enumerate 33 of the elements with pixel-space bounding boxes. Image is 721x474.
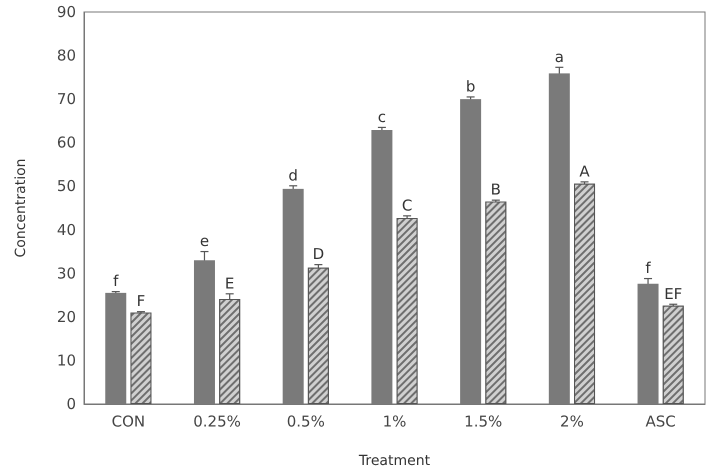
x-tick-label: 1% (382, 412, 406, 430)
y-tick-label: 60 (56, 134, 76, 152)
x-axis-title: Treatment (358, 453, 431, 469)
x-tick-label: 0.5% (286, 412, 325, 430)
x-tick-label: ASC (646, 412, 676, 430)
data-label: a (554, 48, 564, 66)
data-label: A (579, 162, 590, 180)
x-tick-label: 0.25% (193, 412, 241, 430)
data-label: D (312, 245, 324, 264)
y-tick-label: 90 (56, 3, 76, 21)
data-label: e (200, 232, 210, 250)
y-tick-label: 70 (56, 90, 76, 108)
y-tick-label: 80 (56, 46, 76, 65)
data-label: f (645, 259, 652, 278)
data-label: f (113, 272, 120, 290)
x-tick-label: 1.5% (464, 412, 502, 430)
data-label: d (288, 166, 298, 184)
y-tick-label: 40 (56, 220, 76, 239)
data-label: c (378, 108, 386, 126)
y-tick-label: 10 (56, 351, 76, 370)
y-axis-title: Concentration (13, 158, 29, 258)
y-tick-label: 50 (56, 177, 76, 196)
data-label: B (490, 180, 501, 199)
x-tick-label: CON (112, 412, 146, 430)
y-tick-label: 20 (56, 308, 76, 326)
data-label: C (402, 196, 412, 214)
data-label: E (224, 274, 234, 292)
data-label: b (466, 77, 476, 96)
y-tick-label: 30 (56, 264, 76, 282)
data-label: F (136, 292, 146, 310)
x-tick-label: 2% (560, 412, 584, 430)
data-label: EF (664, 284, 682, 303)
y-tick-label: 0 (66, 395, 76, 413)
